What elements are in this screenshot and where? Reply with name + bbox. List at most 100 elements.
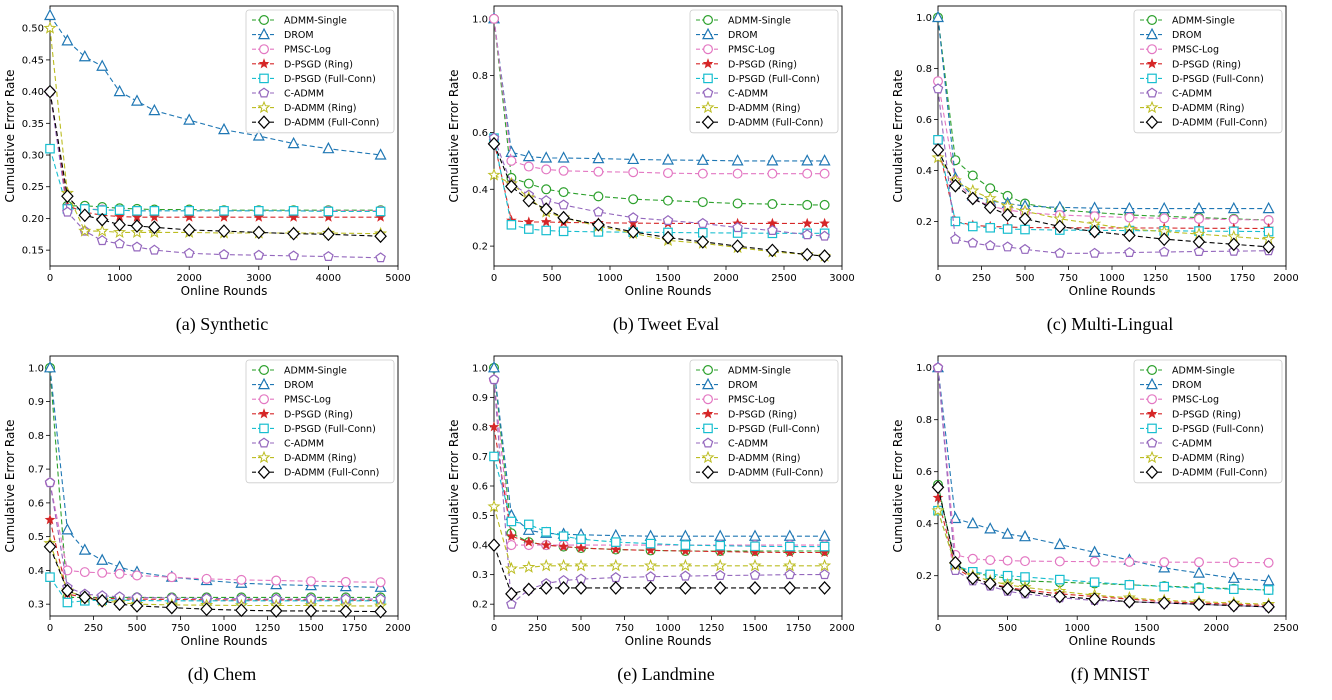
data-point	[1262, 239, 1275, 254]
y-tick-label: 0.6	[472, 482, 488, 493]
y-tick-label: 0.8	[916, 415, 932, 426]
y-tick-label: 0.5	[472, 511, 488, 522]
legend-marker	[258, 408, 270, 419]
y-axis-label: Cumulative Error Rate	[3, 420, 17, 553]
data-point	[626, 225, 640, 239]
series-c-admm	[44, 477, 386, 604]
data-point	[375, 206, 386, 217]
data-point	[1019, 243, 1031, 254]
data-point	[767, 199, 778, 210]
y-axis-label: Cumulative Error Rate	[3, 70, 17, 203]
data-point	[44, 361, 56, 373]
legend-marker	[259, 15, 270, 26]
data-point	[697, 217, 709, 228]
x-tick-label: 250	[84, 623, 103, 634]
data-point	[541, 526, 551, 537]
data-point	[802, 168, 813, 179]
legend-entry: D-PSGD (Full-Conn)	[728, 74, 820, 85]
x-tick-label: 0	[491, 273, 497, 284]
data-point	[522, 523, 535, 535]
data-point	[558, 531, 569, 542]
data-point	[731, 239, 744, 253]
legend-marker	[702, 58, 714, 69]
data-point	[1157, 596, 1171, 610]
data-point	[254, 206, 264, 216]
data-point	[932, 10, 944, 23]
data-point	[78, 208, 92, 223]
x-tick-label: 1000	[211, 623, 236, 634]
data-point	[1054, 247, 1066, 258]
caption-mnist: (f) MNIST	[1070, 664, 1150, 684]
y-tick-label: 0.6	[28, 498, 44, 509]
data-point	[593, 191, 604, 202]
data-point	[697, 168, 708, 179]
series-d-admm-full-conn-	[931, 480, 1275, 614]
data-point	[966, 191, 980, 206]
data-point	[61, 34, 74, 46]
data-point	[488, 421, 500, 432]
data-point	[43, 84, 57, 99]
x-tick-label: 1500	[655, 273, 680, 284]
series-d-admm-full-conn-	[931, 143, 1275, 254]
data-point	[96, 553, 109, 565]
data-point	[627, 152, 640, 165]
y-tick-label: 0.45	[22, 55, 44, 66]
data-point	[1089, 247, 1100, 258]
data-point	[165, 600, 179, 615]
legend-marker	[258, 58, 270, 69]
data-point	[130, 219, 144, 233]
data-point	[201, 573, 212, 584]
data-point	[1053, 589, 1067, 604]
x-tick-label: 1000	[597, 273, 622, 284]
data-point	[931, 503, 945, 517]
legend-marker	[1145, 100, 1159, 114]
chart-mnist: 0 500 1000 1500 2000 2500 0.2 0.4 0.6 0.8 1.0 Onlin…	[891, 355, 1299, 648]
series-c-admm	[488, 132, 830, 241]
data-point	[783, 581, 797, 595]
y-tick-label: 0.7	[472, 452, 488, 463]
data-point	[217, 224, 231, 239]
x-tick-label: 1000	[1064, 623, 1089, 634]
data-point	[271, 575, 282, 586]
data-point	[1192, 234, 1206, 249]
legend: ADMM-Single DROM PMSC-Log D-PSGD (Ring) D-PS…	[1133, 359, 1283, 484]
legend-marker	[703, 73, 713, 84]
y-tick-label: 0.4	[916, 166, 932, 177]
legend-marker	[1147, 423, 1157, 434]
data-point	[627, 212, 639, 223]
x-tick-label: 4000	[316, 273, 341, 284]
data-point	[322, 227, 335, 242]
data-point	[558, 165, 569, 176]
x-tick-label: 500	[571, 623, 590, 634]
legend-marker	[258, 87, 270, 98]
data-point	[819, 541, 830, 552]
legend-entry: PMSC-Log	[1172, 45, 1219, 56]
y-axis-label: Cumulative Error Rate	[891, 420, 905, 553]
x-tick-label: 2000	[1273, 273, 1298, 284]
chart-chem: 0 250 500 750 1000 1250 1500 1750 2000 0.3 0.4 0.5 0…	[3, 355, 411, 648]
data-point	[732, 168, 743, 179]
series-d-admm-ring-	[931, 503, 1276, 610]
x-tick-label: 2000	[385, 623, 410, 634]
data-point	[44, 8, 56, 21]
legend-entry: D-ADMM (Full-Conn)	[284, 468, 379, 479]
x-tick-label: 750	[171, 623, 190, 634]
x-tick-label: 1500	[1134, 623, 1159, 634]
legend-marker	[701, 465, 715, 480]
data-point	[149, 206, 160, 216]
data-point	[374, 229, 387, 244]
legend-entry: DROM	[284, 380, 314, 391]
x-tick-label: 0	[47, 623, 53, 634]
y-tick-label: 0.2	[916, 217, 932, 228]
data-point	[732, 198, 743, 209]
series-admm-single	[932, 479, 1274, 596]
legend-box	[245, 359, 395, 484]
y-axis-label: Cumulative Error Rate	[447, 420, 461, 553]
chart-synthetic: 0 1000 2000 3000 4000 5000 0.15 0.20 0.25 0.30 0.3…	[3, 5, 411, 298]
series-line	[49, 148, 381, 213]
data-point	[645, 544, 656, 555]
data-point	[680, 570, 691, 581]
data-point	[113, 84, 126, 97]
x-tick-label: 750	[1059, 273, 1078, 284]
data-point	[610, 572, 622, 583]
